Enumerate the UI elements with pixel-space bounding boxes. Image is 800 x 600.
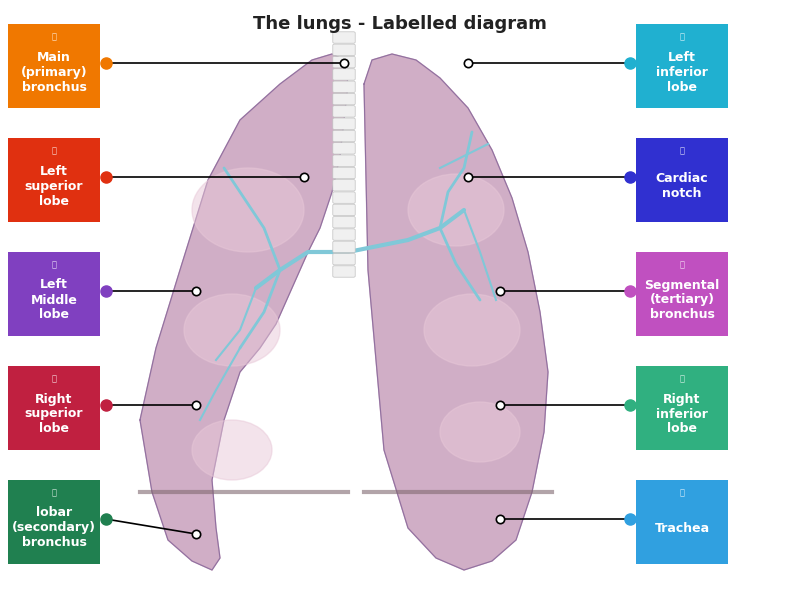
- FancyBboxPatch shape: [333, 253, 355, 265]
- FancyBboxPatch shape: [333, 143, 355, 154]
- FancyBboxPatch shape: [636, 366, 728, 450]
- Text: 🔈: 🔈: [679, 32, 685, 42]
- Text: 🔈: 🔈: [51, 260, 57, 269]
- Text: Left
inferior
lobe: Left inferior lobe: [656, 50, 708, 94]
- Text: Left
Middle
lobe: Left Middle lobe: [30, 278, 78, 322]
- FancyBboxPatch shape: [333, 130, 355, 142]
- Text: 🔈: 🔈: [679, 374, 685, 384]
- Text: Trachea: Trachea: [654, 521, 710, 535]
- Polygon shape: [364, 54, 548, 570]
- FancyBboxPatch shape: [333, 266, 355, 277]
- FancyBboxPatch shape: [333, 155, 355, 166]
- Circle shape: [424, 294, 520, 366]
- Circle shape: [440, 402, 520, 462]
- FancyBboxPatch shape: [636, 24, 728, 108]
- FancyBboxPatch shape: [333, 118, 355, 130]
- Circle shape: [408, 174, 504, 246]
- FancyBboxPatch shape: [333, 81, 355, 92]
- Text: 🔈: 🔈: [679, 488, 685, 497]
- Text: Left
superior
lobe: Left superior lobe: [25, 164, 83, 208]
- FancyBboxPatch shape: [333, 217, 355, 228]
- FancyBboxPatch shape: [636, 480, 728, 564]
- Polygon shape: [140, 54, 348, 570]
- FancyBboxPatch shape: [333, 192, 355, 203]
- FancyBboxPatch shape: [8, 366, 100, 450]
- FancyBboxPatch shape: [333, 106, 355, 117]
- Text: 🔈: 🔈: [51, 146, 57, 155]
- FancyBboxPatch shape: [333, 241, 355, 253]
- FancyBboxPatch shape: [333, 32, 355, 43]
- FancyBboxPatch shape: [333, 167, 355, 179]
- Circle shape: [192, 420, 272, 480]
- Text: 🔈: 🔈: [51, 374, 57, 384]
- FancyBboxPatch shape: [333, 69, 355, 80]
- Text: 🔈: 🔈: [51, 32, 57, 42]
- Text: 🔈: 🔈: [679, 260, 685, 269]
- Text: Right
superior
lobe: Right superior lobe: [25, 392, 83, 436]
- FancyBboxPatch shape: [8, 480, 100, 564]
- Text: Right
inferior
lobe: Right inferior lobe: [656, 392, 708, 436]
- Circle shape: [192, 168, 304, 252]
- Text: lobar
(secondary)
bronchus: lobar (secondary) bronchus: [12, 506, 96, 550]
- Text: Cardiac
notch: Cardiac notch: [656, 172, 708, 200]
- FancyBboxPatch shape: [333, 229, 355, 240]
- Text: 🔈: 🔈: [679, 146, 685, 155]
- FancyBboxPatch shape: [636, 138, 728, 222]
- FancyBboxPatch shape: [333, 44, 355, 56]
- Circle shape: [184, 294, 280, 366]
- FancyBboxPatch shape: [8, 138, 100, 222]
- FancyBboxPatch shape: [636, 252, 728, 336]
- Text: 🔈: 🔈: [51, 488, 57, 497]
- FancyBboxPatch shape: [8, 24, 100, 108]
- FancyBboxPatch shape: [8, 252, 100, 336]
- FancyBboxPatch shape: [333, 204, 355, 215]
- Text: The lungs - Labelled diagram: The lungs - Labelled diagram: [253, 15, 547, 33]
- FancyBboxPatch shape: [333, 94, 355, 105]
- Text: Main
(primary)
bronchus: Main (primary) bronchus: [21, 50, 87, 94]
- Text: Segmental
(tertiary)
bronchus: Segmental (tertiary) bronchus: [644, 278, 720, 322]
- FancyBboxPatch shape: [333, 179, 355, 191]
- FancyBboxPatch shape: [333, 56, 355, 68]
